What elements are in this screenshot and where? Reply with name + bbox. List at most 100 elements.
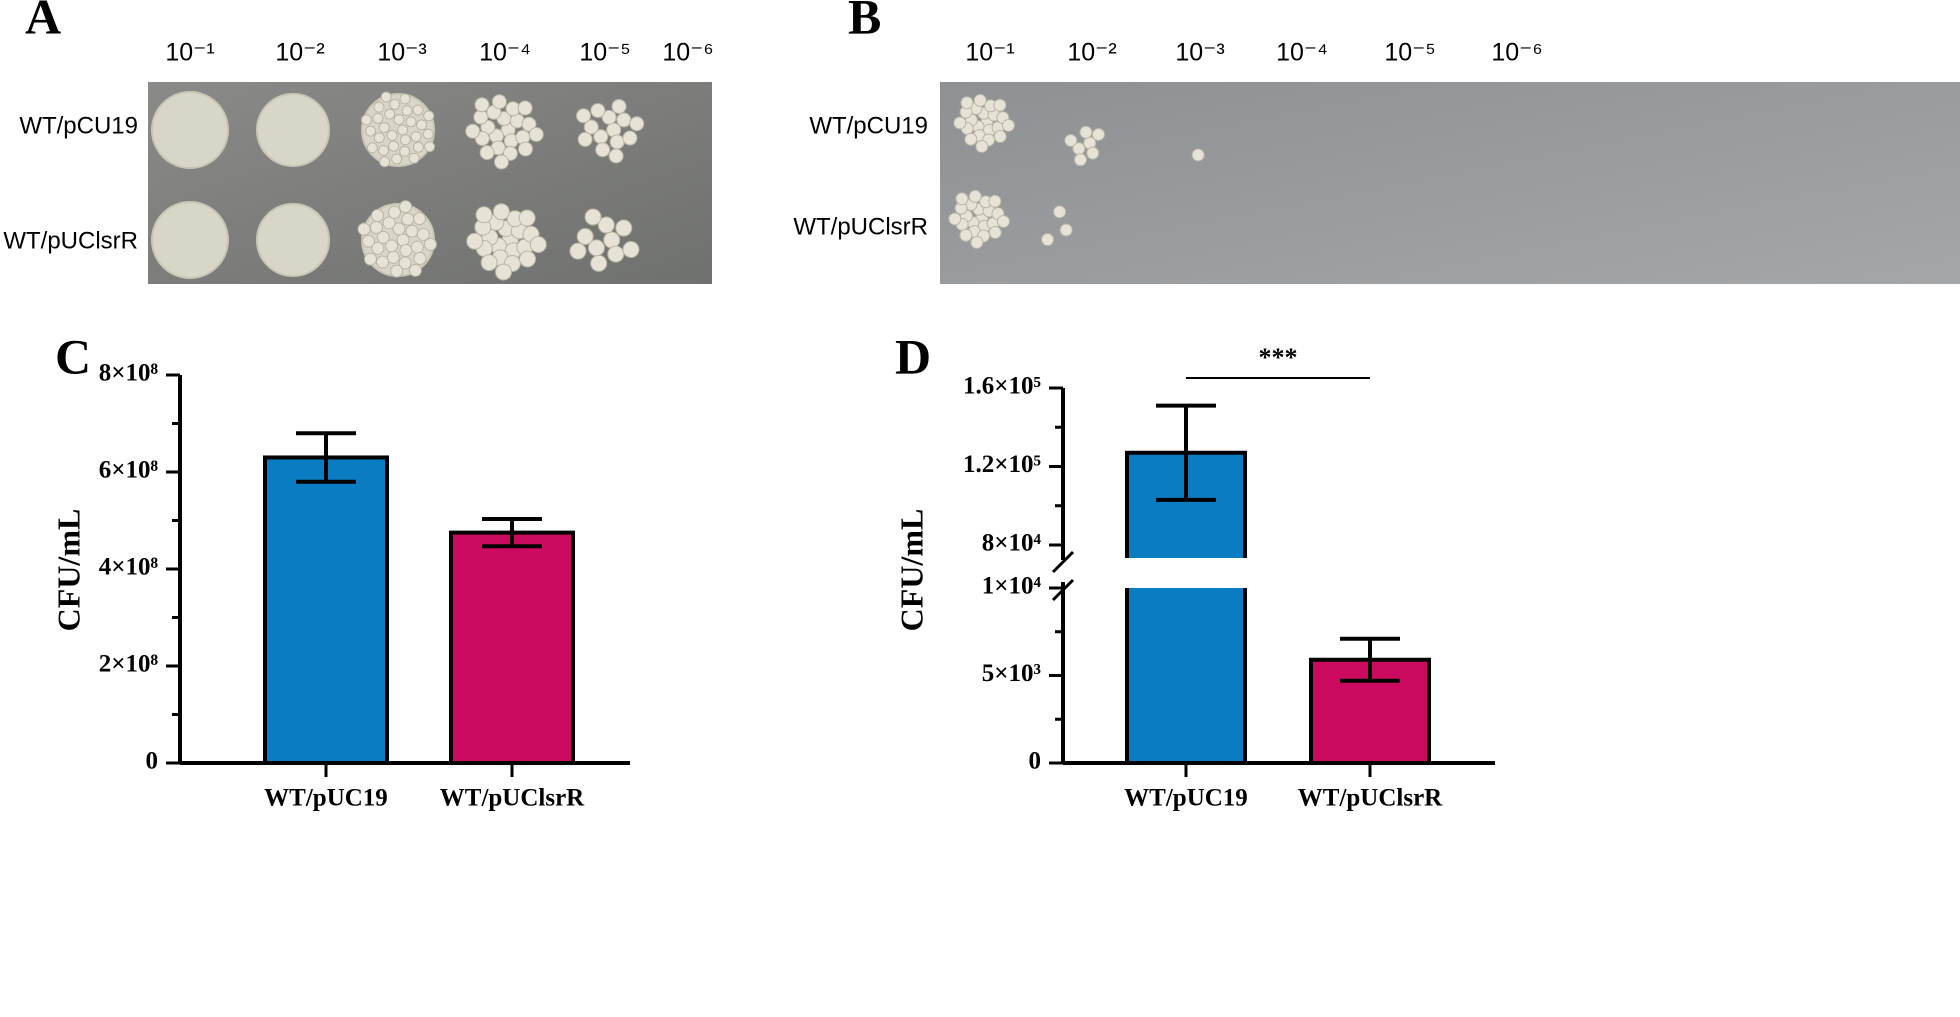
dilution-label: 10⁻⁴ [479,39,531,67]
colony [378,144,390,156]
colony [993,130,1007,144]
colony [590,254,608,272]
colony-spot [151,201,229,279]
colony [378,122,390,134]
colony [422,128,434,140]
colony [518,141,534,157]
panel-label: A [25,0,61,44]
y-tick-label: 1.6×10⁵ [963,373,1041,400]
colony [474,97,490,113]
colony [399,134,411,146]
colony [519,250,537,268]
break-mark [1051,550,1075,574]
colony [401,212,415,226]
colony [597,216,615,234]
colony [955,192,969,206]
y-tick-label: 1×10⁴ [982,573,1042,600]
colony [376,255,390,269]
error-bar [296,431,356,484]
y-tick-label: 4×10⁸ [99,554,159,581]
bar [449,530,575,765]
colony [975,139,989,153]
y-tick-label: 8×10⁴ [982,530,1042,557]
colony [416,227,430,241]
colony [616,112,632,128]
colony [973,93,987,107]
colony [1191,148,1205,162]
colony [386,250,400,264]
colony [363,252,377,266]
colony [399,200,413,214]
dilution-label: 10⁻⁶ [1491,39,1542,67]
colony [607,245,625,263]
colony [388,140,400,152]
colony [465,123,481,139]
colony [389,98,401,110]
colony [401,105,413,117]
colony [609,134,625,150]
colony [953,116,967,130]
x-tick-label: WT/pUClsrR [1298,785,1443,812]
bar [263,455,389,765]
colony [479,145,495,161]
dilution-label: 10⁻⁶ [662,39,713,67]
colony [1079,125,1093,139]
colony [399,243,413,257]
colony [611,98,627,114]
colony [379,156,391,168]
colony [577,131,593,147]
colony [964,132,978,146]
colony [528,127,544,143]
colony [584,208,602,226]
colony [1064,133,1078,147]
colony [575,108,591,124]
colony [405,224,419,238]
colony-spot [151,91,229,169]
colony [1041,233,1055,247]
colony [996,214,1010,228]
colony [569,242,587,260]
y-tick-label: 0 [146,748,159,775]
colony [576,227,594,245]
colony [384,108,396,120]
colony [988,226,1002,240]
colony [391,153,403,165]
colony [398,256,412,270]
axis-break-gap [1123,558,1249,588]
colony [397,124,409,136]
colony [948,212,962,226]
bar [1125,450,1247,765]
colony [492,203,510,221]
colony [517,100,533,116]
colony [629,116,645,132]
colony [393,114,405,126]
colony [410,240,424,254]
y-tick-label: 1.2×10⁵ [963,451,1041,478]
colony [412,141,424,153]
colony [392,222,406,236]
colony [373,132,385,144]
colony [366,142,378,154]
colony [622,130,638,146]
colony [413,251,427,265]
colony [360,114,372,126]
colony [518,209,536,227]
colony [475,206,493,224]
y-tick-label: 8×10⁸ [99,360,159,387]
panel-label: B [848,0,881,44]
colony [423,237,437,251]
colony [466,232,484,250]
dilution-label: 10⁻⁵ [579,39,630,67]
colony [423,110,435,122]
colony [405,116,417,128]
colony [380,91,392,103]
dilution-label: 10⁻³ [1175,39,1224,67]
colony [1059,223,1073,237]
x-tick-label: WT/pUC19 [264,785,388,812]
colony [988,194,1002,208]
colony [399,93,411,105]
colony-spot [256,93,330,167]
plate-photo [940,82,1960,284]
colony [408,263,422,277]
